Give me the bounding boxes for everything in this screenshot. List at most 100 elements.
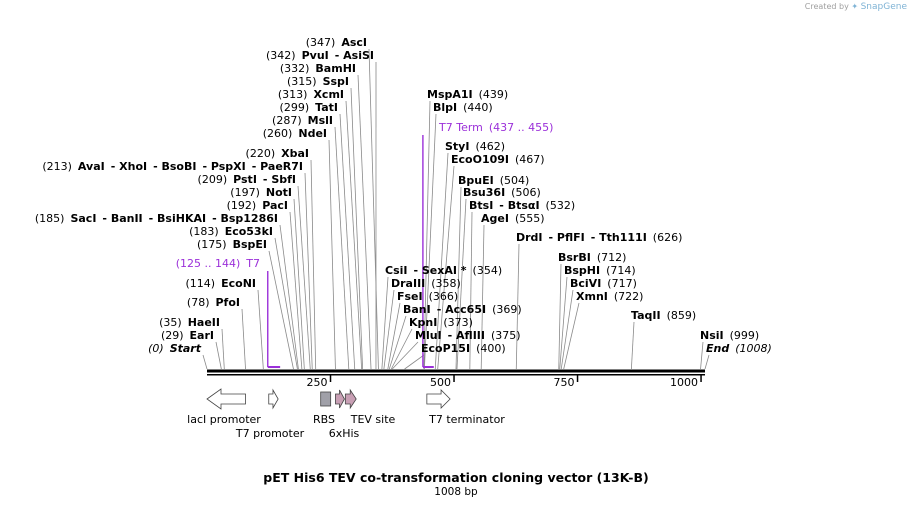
site-label-mlui-part: MluI	[415, 329, 442, 342]
site-label-agei: AgeI(555)	[481, 212, 545, 225]
leader-line	[329, 140, 335, 369]
leader-line	[351, 88, 363, 369]
leader-line	[269, 251, 293, 369]
primer-label-1-part: (437 .. 455)	[489, 121, 554, 134]
feature-label: TEV site	[350, 413, 396, 426]
site-label-psti-part: - SbfI	[263, 173, 296, 186]
feature-label: T7 promoter	[235, 427, 305, 440]
site-label-blpi: BlpI (440)	[433, 101, 493, 114]
leader-line	[216, 342, 221, 369]
site-label-blpi-part: BlpI	[433, 101, 457, 114]
leader-line	[242, 309, 246, 369]
site-label-avai-part: - XhoI	[111, 160, 147, 173]
site-label-styi-part: (462)	[475, 140, 505, 153]
site-label-csii-part: - SexAI *	[413, 264, 466, 277]
feature-6xhis	[335, 390, 344, 408]
dna-backbone	[207, 370, 705, 376]
site-label-bcivi-part: (717)	[607, 277, 637, 290]
site-label-nsii-part: (999)	[730, 329, 760, 342]
axis-tick-label: 500	[430, 376, 451, 389]
leader-line	[470, 212, 472, 369]
site-label-draiii-part: (358)	[431, 277, 461, 290]
site-label-mlui: MluI- AflIII(375)	[415, 329, 521, 342]
site-label-csii-part: (354)	[473, 264, 503, 277]
site-label-pvui-part: (342)	[266, 49, 296, 62]
site-label-xbai-part: XbaI	[281, 147, 309, 160]
map-title: pET His6 TEV co-transformation cloning v…	[263, 470, 648, 485]
leader-line	[222, 329, 224, 369]
site-label-saci-part: - BanII	[102, 212, 142, 225]
site-label-xmni-part: XmnI	[576, 290, 608, 303]
site-label-drdi-part: (626)	[653, 231, 683, 244]
leader-line	[705, 355, 709, 369]
leader-line	[405, 355, 424, 369]
leader-line	[346, 101, 362, 369]
site-label-paci-part: PacI	[262, 199, 288, 212]
site-label-xcmi: (313)XcmI	[278, 88, 344, 101]
site-label-eari: (29)EarI	[161, 329, 214, 342]
feature-label: 6xHis	[329, 427, 360, 440]
site-label-bsu36i-part: (506)	[511, 186, 541, 199]
site-label-csii: CsiI - SexAI * (354)	[385, 264, 502, 277]
site-label-kpni-part: (373)	[443, 316, 473, 329]
feature-label: T7 terminator	[428, 413, 505, 426]
site-label-csii-part: CsiI	[385, 264, 407, 277]
primer-label-0: (125 .. 144)T7	[176, 257, 260, 270]
axis-tick-label: 750	[554, 376, 575, 389]
axis-tick-label: 250	[307, 376, 328, 389]
site-label-saci-part: - Bsp1286I	[212, 212, 278, 225]
feature-label: RBS	[313, 413, 335, 426]
site-label-tati-part: TatI	[315, 101, 338, 114]
leader-line	[701, 342, 703, 369]
site-label-ecoo109i-part: EcoO109I	[451, 153, 509, 166]
site-label-bspei-part: (175)	[197, 238, 227, 251]
site-label-drdi-part: - Tth111I	[591, 231, 647, 244]
site-label-saci-part: SacI	[70, 212, 96, 225]
site-label-avai-part: (213)	[42, 160, 72, 173]
leader-line	[258, 290, 263, 369]
leader-line	[631, 322, 634, 369]
snapgene-credit: Created by ✦ SnapGene	[805, 2, 907, 12]
site-label-avai: (213)AvaI- XhoI- BsoBI- PspXI- PaeR7I	[42, 160, 303, 173]
site-label-saci-part: - BsiHKAI	[149, 212, 206, 225]
site-label-bani-part: BanI	[403, 303, 431, 316]
site-label-pvui: (342)PvuI- AsiSI	[266, 49, 374, 62]
site-label-fsei-part: (366)	[429, 290, 459, 303]
site-label-blpi-part: (440)	[463, 101, 493, 114]
site-label-ecoo109i-part: (467)	[515, 153, 545, 166]
leader-line	[340, 114, 355, 369]
site-label-nsii: NsiI(999)	[700, 329, 759, 342]
site-label-sspi-part: SspI	[323, 75, 349, 88]
feature-laci-promoter	[207, 389, 246, 409]
site-label-bcivi: BciVI(717)	[570, 277, 637, 290]
site-label-psti-part: PstI	[233, 173, 257, 186]
site-label-taqii-part: (859)	[667, 309, 697, 322]
site-label-msli-part: (287)	[272, 114, 302, 127]
site-label-start-part: (0)	[148, 342, 164, 355]
site-label-ecop15i-part: (400)	[476, 342, 506, 355]
backbone-top-strand	[207, 370, 705, 373]
site-label-pfoi-part: PfoI	[216, 296, 241, 309]
leader-line	[275, 238, 297, 369]
site-label-ndei-part: NdeI	[298, 127, 327, 140]
site-label-drdi-part: - PflFI	[549, 231, 585, 244]
site-labels: (347)AscI(342)PvuI- AsiSI(332)BamHI(315)…	[35, 36, 772, 355]
site-label-pvui-part: - AsiSI	[335, 49, 374, 62]
site-label-bamhi: (332)BamHI	[280, 62, 356, 75]
leader-line	[369, 49, 378, 369]
site-label-eari-part: EarI	[190, 329, 214, 342]
site-label-psti-part: (209)	[198, 173, 228, 186]
site-label-avai-part: - BsoBI	[153, 160, 196, 173]
axis-tick-label: 1000	[670, 376, 698, 389]
site-label-ecoo109i: EcoO109I (467)	[451, 153, 545, 166]
site-label-start-part: Start	[170, 342, 202, 355]
site-label-bamhi-part: (332)	[280, 62, 310, 75]
primer-label-1: T7 Term(437 .. 455)	[438, 121, 553, 134]
site-label-xcmi-part: (313)	[278, 88, 308, 101]
credit-brand: SnapGene	[861, 2, 907, 12]
site-label-pfoi-part: (78)	[187, 296, 210, 309]
map-length: 1008 bp	[434, 486, 478, 498]
site-label-bspei-part: BspEI	[233, 238, 267, 251]
